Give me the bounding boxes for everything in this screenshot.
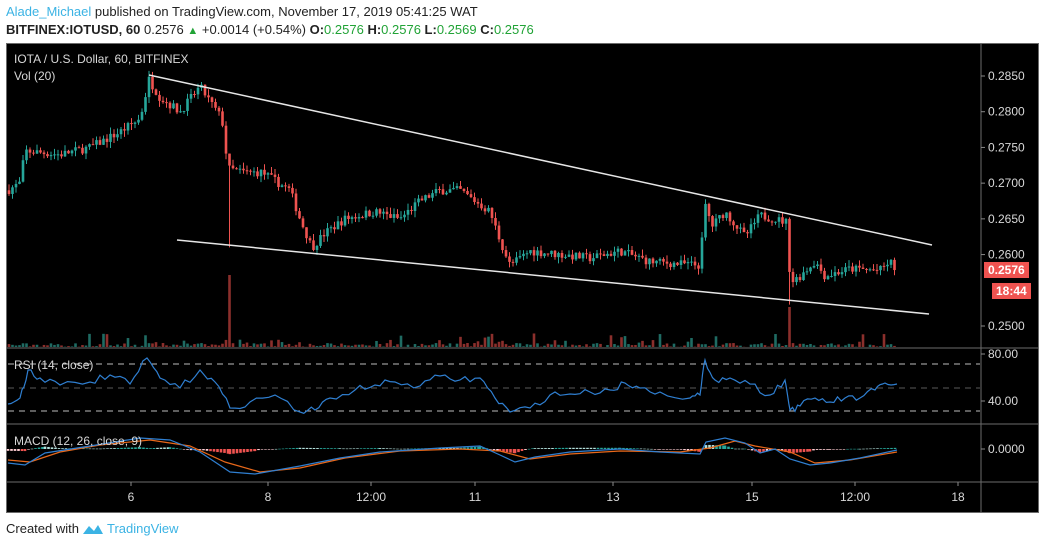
volume-bars	[7, 275, 896, 347]
lower-trendline	[176, 239, 930, 315]
svg-text:0.2800: 0.2800	[988, 105, 1025, 119]
macd-label: MACD (12, 26, close, 9)	[14, 434, 143, 448]
svg-text:6: 6	[128, 490, 135, 504]
macd-pane	[6, 437, 898, 475]
svg-text:18: 18	[951, 490, 965, 504]
volume-label: Vol (20)	[14, 69, 56, 83]
close-label: C:	[480, 22, 494, 37]
svg-text:0.2650: 0.2650	[988, 212, 1025, 226]
svg-text:8: 8	[265, 490, 272, 504]
chart-frame[interactable]	[6, 43, 1039, 513]
current-price-label: 0.2576	[984, 262, 1029, 278]
open-label: O:	[309, 22, 325, 37]
price-change: +0.0014 (+0.54%)	[201, 22, 306, 37]
svg-text:12:00: 12:00	[840, 490, 870, 504]
candlesticks	[7, 70, 896, 305]
high-value: 0.2576	[381, 22, 421, 37]
svg-text:80.00: 80.00	[988, 347, 1018, 361]
rsi-line	[7, 357, 898, 414]
svg-text:13: 13	[606, 490, 620, 504]
svg-text:11: 11	[469, 490, 482, 504]
svg-text:12:00: 12:00	[356, 490, 386, 504]
countdown-label: 18:44	[992, 283, 1031, 299]
publish-info: Alade_Michael published on TradingView.c…	[6, 4, 478, 19]
rsi-label: RSI (14, close)	[14, 358, 94, 372]
low-value: 0.2569	[436, 22, 477, 37]
last-price: 0.2576	[143, 22, 184, 37]
close-value: 0.2576	[493, 22, 534, 37]
svg-text:0.2700: 0.2700	[988, 176, 1025, 190]
up-arrow-icon: ▲	[187, 25, 199, 37]
symbol-info: BITFINEX:IOTUSD, 60 0.2576 ▲ +0.0014 (+0…	[6, 22, 534, 37]
chart-title: IOTA / U.S. Dollar, 60, BITFINEX	[14, 52, 189, 66]
footer: Created with TradingView	[6, 521, 179, 536]
author-link[interactable]: Alade_Michael	[6, 4, 92, 19]
svg-text:0.2850: 0.2850	[988, 69, 1025, 83]
svg-text:0.2750: 0.2750	[988, 140, 1025, 154]
svg-text:40.00: 40.00	[988, 394, 1018, 408]
axes: 0.2850 0.2800 0.2750 0.2700 0.2650 0.2600 0.25…	[128, 69, 1025, 504]
svg-text:0.2500: 0.2500	[988, 319, 1025, 333]
svg-text:0.0000: 0.0000	[988, 442, 1025, 456]
created-with-text: Created with	[6, 521, 79, 536]
open-value: 0.2576	[324, 22, 364, 37]
tradingview-link[interactable]: TradingView	[106, 521, 179, 536]
published-text: published on TradingView.com, November 1…	[91, 4, 478, 19]
svg-text:15: 15	[745, 490, 759, 504]
upper-trendline	[148, 74, 933, 246]
high-label: H:	[367, 22, 382, 37]
low-label: L:	[424, 22, 437, 37]
tradingview-logo-icon	[82, 524, 103, 534]
symbol: BITFINEX:IOTUSD, 60	[6, 22, 141, 37]
svg-text:0.2600: 0.2600	[988, 248, 1025, 262]
